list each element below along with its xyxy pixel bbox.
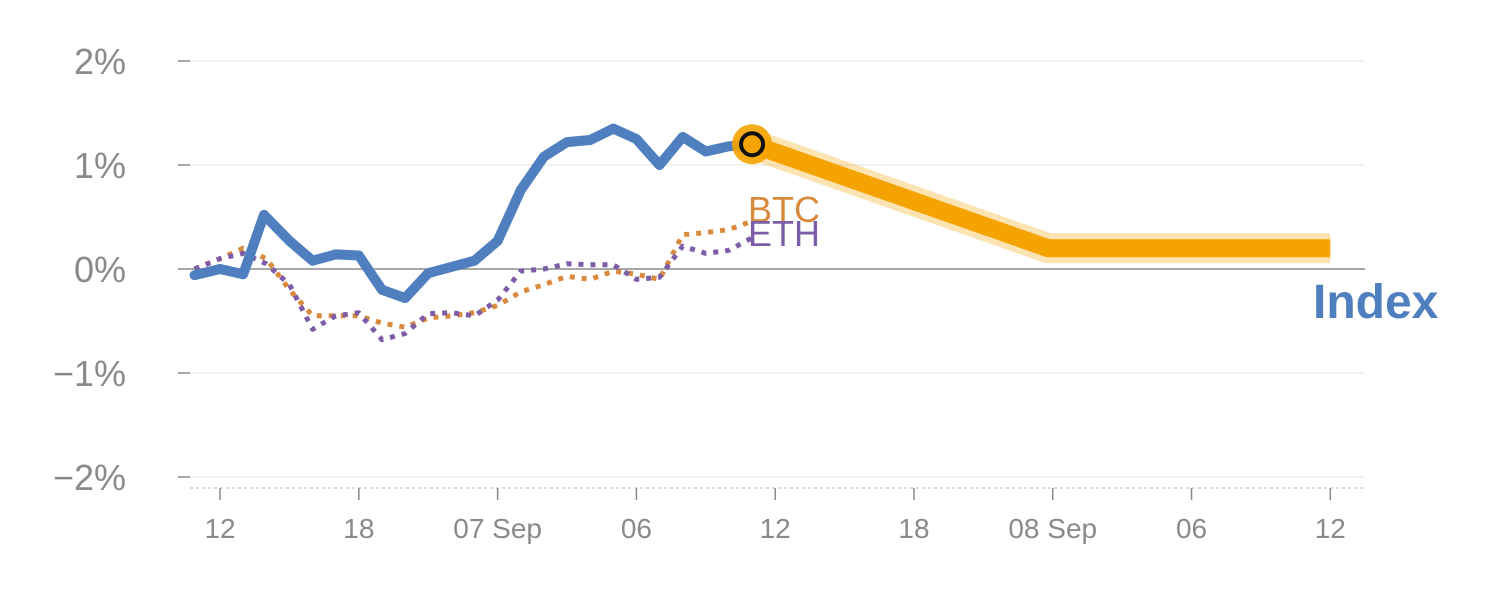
x-tick-label: 06: [621, 513, 652, 544]
y-tick-label: −1%: [53, 353, 126, 394]
y-tick-label: −2%: [53, 457, 126, 498]
x-tick-label: 12: [204, 513, 235, 544]
series-line-btc: [193, 218, 753, 330]
series-label-index: Index: [1313, 276, 1439, 329]
series: [189, 123, 758, 343]
x-tick-label: 12: [760, 513, 791, 544]
y-tick-label: 2%: [74, 41, 126, 82]
x-tick-label: 12: [1315, 513, 1346, 544]
x-tick-label: 07 Sep: [453, 513, 542, 544]
y-tick-label: 1%: [74, 145, 126, 186]
x-tick-label: 08 Sep: [1008, 513, 1097, 544]
y-tick-label: 0%: [74, 249, 126, 290]
projection-glow: [747, 130, 1331, 264]
x-tick-label: 18: [898, 513, 929, 544]
series-line-index: [189, 123, 758, 304]
last-point: [732, 124, 773, 165]
x-tick-label: 18: [343, 513, 374, 544]
y-axis: 2% 1% 0% −1% −2%: [53, 41, 190, 498]
series-label-eth: ETH: [748, 213, 820, 254]
projection-line: [749, 135, 1331, 258]
series-line-eth: [193, 235, 754, 343]
x-tick-label: 06: [1176, 513, 1207, 544]
x-axis: 12 18 07 Sep 06 12 18 08 Sep 06 12: [204, 488, 1346, 544]
projection: [747, 130, 1331, 264]
grid: [190, 60, 1365, 478]
marker-point: [739, 131, 766, 158]
series-label-btc: BTC: [748, 189, 820, 230]
